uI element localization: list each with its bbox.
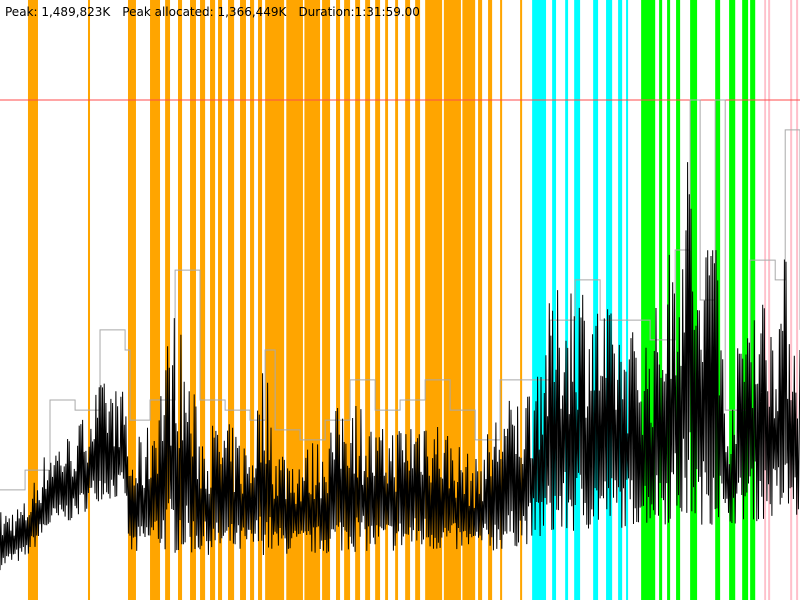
peak-label: Peak: 1,489,823K [5, 5, 111, 19]
peak-allocated-label: Peak allocated: 1,366,449K [122, 5, 287, 19]
cyan-gc-band [574, 0, 581, 600]
orange-gc-band [150, 0, 161, 600]
orange-gc-band [190, 0, 196, 600]
pink-gc-band [796, 0, 799, 600]
orange-gc-band [322, 0, 331, 600]
orange-gc-band [488, 0, 493, 600]
orange-gc-band [478, 0, 483, 600]
cyan-gc-band [565, 0, 569, 600]
orange-gc-band [375, 0, 381, 600]
green-gc-band [659, 0, 663, 600]
orange-gc-band [520, 0, 523, 600]
orange-gc-band [385, 0, 389, 600]
green-gc-band [742, 0, 749, 600]
duration-label: Duration:1:31:59.00 [298, 5, 420, 19]
orange-gc-band [462, 0, 476, 600]
orange-gc-band [395, 0, 399, 600]
orange-gc-band [500, 0, 503, 600]
orange-gc-band [228, 0, 235, 600]
orange-gc-band [165, 0, 171, 600]
orange-gc-band [265, 0, 285, 600]
green-gc-band [750, 0, 756, 600]
used-series-line [0, 162, 800, 571]
pink-gc-band [790, 0, 793, 600]
green-gc-band [676, 0, 681, 600]
cyan-gc-band [593, 0, 599, 600]
orange-gc-band [405, 0, 411, 600]
orange-gc-band [27, 0, 38, 600]
orange-gc-band [250, 0, 255, 600]
orange-gc-band [355, 0, 361, 600]
green-gc-band [667, 0, 671, 600]
orange-gc-band [415, 0, 421, 600]
allocated-series-line [0, 99, 800, 491]
chart-header: Peak: 1,489,823K Peak allocated: 1,366,44… [5, 5, 420, 19]
orange-gc-band [200, 0, 206, 600]
orange-gc-band [258, 0, 263, 600]
orange-gc-band [210, 0, 216, 600]
orange-gc-band [178, 0, 183, 600]
cyan-gc-band [618, 0, 623, 600]
orange-gc-band [365, 0, 371, 600]
orange-gc-band [336, 0, 341, 600]
orange-gc-band [286, 0, 303, 600]
green-gc-band [690, 0, 698, 600]
orange-gc-band [240, 0, 246, 600]
orange-gc-band [304, 0, 321, 600]
cyan-gc-band [606, 0, 613, 600]
pink-gc-band [768, 0, 771, 600]
cyan-gc-band [626, 0, 629, 600]
orange-gc-band [218, 0, 223, 600]
orange-gc-band [344, 0, 351, 600]
cyan-gc-band [552, 0, 557, 600]
green-gc-band [729, 0, 736, 600]
orange-gc-band [87, 0, 91, 600]
pink-gc-band [764, 0, 767, 600]
orange-gc-band [127, 0, 136, 600]
